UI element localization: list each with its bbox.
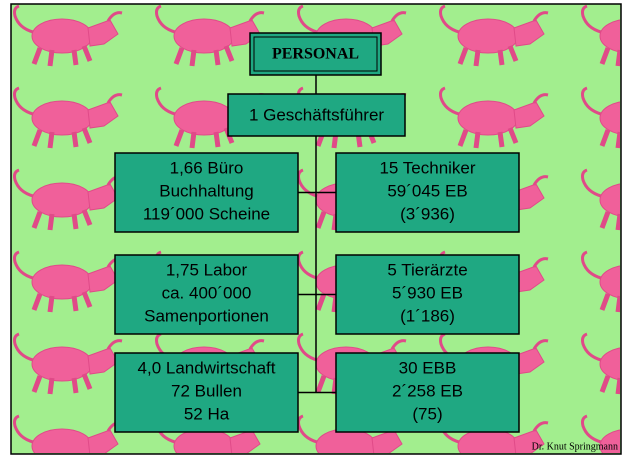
box-line: 59´045 EB xyxy=(387,181,467,200)
org-box xyxy=(114,254,299,335)
box-line: 5 Tierärzte xyxy=(387,260,467,279)
box-line: 72 Bullen xyxy=(171,381,242,400)
org-box xyxy=(335,352,520,433)
box-line: Buchhaltung xyxy=(159,181,254,200)
org-box xyxy=(335,152,520,233)
org-box xyxy=(114,152,299,233)
box-line: 1,66 Büro xyxy=(170,158,244,177)
title-box-inner xyxy=(253,36,378,72)
box-line: (1´186) xyxy=(400,306,455,325)
box-line: 15 Techniker xyxy=(379,158,475,177)
org-box xyxy=(114,352,299,433)
box-line: 119´000 Scheine xyxy=(143,204,270,223)
box-line: (3´936) xyxy=(400,204,455,223)
box-line: 30 EBB xyxy=(399,358,457,377)
footer: Dr. Knut Springmann xyxy=(532,441,618,452)
box-line: ca. 400´000 xyxy=(162,283,252,302)
box-line: 2´258 EB xyxy=(392,381,463,400)
title-box xyxy=(249,32,382,76)
box-line: 1,75 Labor xyxy=(166,260,248,279)
org-box xyxy=(335,254,520,335)
box-line: Samenportionen xyxy=(144,306,269,325)
box-line: 5´930 EB xyxy=(392,283,463,302)
manager: 1 Geschäftsführer xyxy=(249,105,384,124)
box-line: 52 Ha xyxy=(184,404,230,423)
manager-box xyxy=(227,93,406,137)
org-chart: PERSONAL 1 Geschäftsführer 1,66 Büro Buch… xyxy=(114,32,520,433)
box-line: (75) xyxy=(412,404,442,423)
box-line: 4,0 Landwirtschaft xyxy=(138,358,276,377)
title: PERSONAL xyxy=(272,46,359,63)
